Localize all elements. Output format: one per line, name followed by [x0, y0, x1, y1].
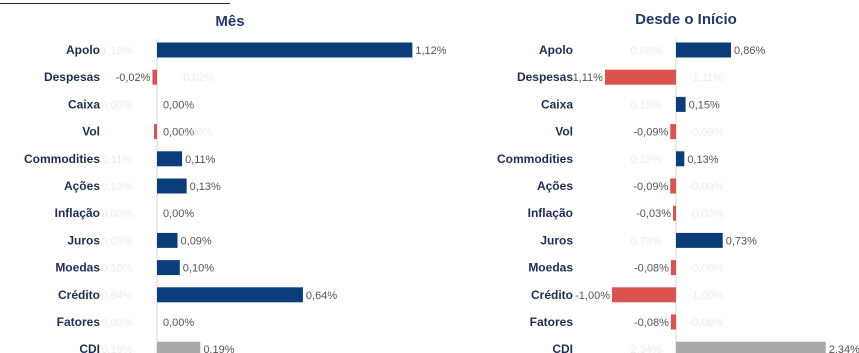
value-label: 0,86%	[734, 45, 765, 57]
category-label: Fatores	[57, 315, 101, 329]
bar-moedas	[157, 260, 180, 276]
category-label: Moedas	[528, 261, 573, 275]
ghost-label: 0,00%	[101, 317, 132, 329]
category-label: Caixa	[68, 97, 100, 111]
value-label: 0,00%	[163, 99, 194, 111]
ghost-label: -0,02%	[180, 72, 215, 84]
category-label: Juros	[67, 233, 100, 247]
category-label: Crédito	[531, 288, 573, 302]
bar-caixa	[676, 96, 686, 112]
value-label: 0,00%	[163, 208, 194, 220]
category-label: Inflação	[55, 206, 100, 220]
value-label: -0,02%	[116, 72, 151, 84]
bar-commodities	[157, 151, 183, 167]
category-label: Commodities	[24, 152, 100, 166]
ghost-label: -0,09%	[689, 127, 724, 139]
category-label: Despesas	[44, 70, 100, 84]
category-label: Fatores	[530, 315, 574, 329]
value-label: -1,00%	[575, 290, 610, 302]
category-label: Vol	[82, 125, 100, 139]
ghost-label: 0,13%	[630, 154, 661, 166]
bar-vol	[670, 124, 676, 140]
category-label: Vol	[555, 125, 573, 139]
bar-apolo	[676, 42, 732, 58]
bar-cdi	[157, 341, 201, 353]
bar-crédito	[157, 287, 303, 303]
value-label: 0,00%	[163, 317, 194, 329]
value-label: -1,11%	[569, 72, 603, 84]
category-label: Caixa	[541, 97, 573, 111]
value-label: 0,10%	[183, 263, 214, 275]
bar-juros	[676, 232, 723, 248]
value-label: 0,64%	[306, 290, 337, 302]
ghost-label: 0,86%	[630, 45, 661, 57]
bar-cdi	[676, 341, 826, 353]
bar-apolo	[157, 42, 413, 58]
bar-moedas	[670, 260, 676, 276]
chart-title-desde-o-inicio: Desde o Início	[635, 11, 737, 28]
ghost-label: 0,00%	[101, 99, 132, 111]
bar-despesas	[152, 69, 157, 85]
ghost-label: 0,19%	[101, 344, 132, 353]
ghost-label: 0,11%	[102, 154, 133, 166]
ghost-label: 0,13%	[101, 181, 132, 193]
ghost-label: -1,00%	[689, 290, 724, 302]
bar-juros	[157, 232, 178, 248]
value-label: 0,73%	[726, 235, 757, 247]
ghost-label: 0,15%	[630, 99, 661, 111]
ghost-label: 0,00%	[181, 127, 212, 139]
category-label: Crédito	[58, 288, 100, 302]
value-label: 0,11%	[185, 154, 216, 166]
value-label: 0,19%	[203, 344, 234, 353]
category-label: Commodities	[497, 152, 573, 166]
category-label: Moedas	[55, 261, 100, 275]
bar-crédito	[612, 287, 676, 303]
ghost-label: -0,08%	[689, 317, 724, 329]
ghost-label: -1,11%	[689, 72, 723, 84]
category-label: Apolo	[66, 43, 100, 57]
bar-ações	[670, 178, 676, 194]
ghost-label: 0,73%	[630, 235, 661, 247]
chart-mes: Mês Apolo 1,12%1,12%Despesas -0,02% -0,02%C…	[24, 13, 447, 353]
ghost-label: 0,00%	[101, 208, 132, 220]
chart-desde-o-inicio: Desde o Início Apolo 0,86%0,86%Despesas-1…	[497, 11, 859, 353]
category-label: Ações	[537, 179, 573, 193]
value-label: -0,03%	[636, 208, 671, 220]
bar-despesas	[604, 69, 676, 85]
bar-ações	[157, 178, 187, 194]
value-label: 0,13%	[687, 154, 718, 166]
ghost-label: 2,34%	[630, 344, 661, 353]
value-label: -0,09%	[633, 127, 668, 139]
ghost-label: -0,09%	[689, 181, 724, 193]
bar-commodities	[676, 151, 685, 167]
category-label: Despesas	[517, 70, 573, 84]
value-label: 0,09%	[181, 235, 212, 247]
ghost-label: 0,09%	[101, 235, 132, 247]
category-label: Apolo	[539, 43, 573, 57]
value-label: 1,12%	[415, 45, 446, 57]
chart-title-mes: Mês	[215, 13, 244, 30]
ghost-label: 0,64%	[101, 290, 132, 302]
ghost-label: -0,08%	[689, 263, 724, 275]
bar-inflação	[673, 205, 676, 221]
value-label: -0,08%	[634, 263, 669, 275]
ghost-label: -0,03%	[689, 208, 724, 220]
value-label: 0,13%	[190, 181, 221, 193]
category-label: CDI	[79, 342, 100, 353]
value-label: -0,08%	[634, 317, 669, 329]
value-label: 2,34%	[829, 344, 859, 353]
ghost-label: 0,10%	[101, 263, 132, 275]
value-label: -0,09%	[633, 181, 668, 193]
category-label: Ações	[64, 179, 100, 193]
category-label: Juros	[540, 233, 573, 247]
category-label: Inflação	[528, 206, 573, 220]
value-label: 0,15%	[689, 99, 720, 111]
category-label: CDI	[552, 342, 573, 353]
bar-fatores	[670, 314, 676, 330]
bar-vol	[154, 124, 157, 140]
top-rule	[0, 3, 230, 4]
ghost-label: 1,12%	[101, 45, 132, 57]
value-label: 0,00%	[163, 127, 194, 139]
